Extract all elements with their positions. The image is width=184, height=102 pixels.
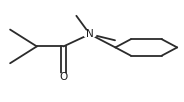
Circle shape	[84, 31, 96, 38]
Circle shape	[57, 74, 70, 80]
Text: O: O	[59, 72, 68, 82]
Text: N: N	[86, 29, 94, 39]
